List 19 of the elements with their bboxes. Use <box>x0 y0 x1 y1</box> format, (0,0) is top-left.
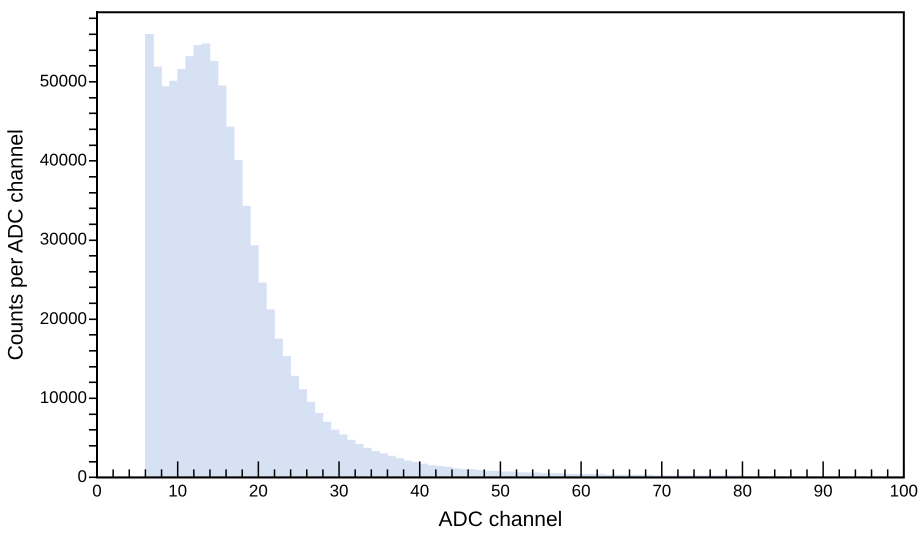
x-tick-label: 10 <box>168 481 188 500</box>
x-tick-label: 80 <box>732 481 752 500</box>
x-axis-title: ADC channel <box>438 508 562 532</box>
y-tick-label: 30000 <box>40 230 87 249</box>
y-axis-title: Counts per ADC channel <box>4 129 28 360</box>
x-tick-label: 100 <box>890 481 918 500</box>
x-tick-label: 30 <box>330 481 349 500</box>
x-tick-label: 60 <box>572 481 591 500</box>
x-tick-label: 90 <box>814 481 833 500</box>
x-tick-label: 0 <box>92 481 102 500</box>
y-tick-label: 50000 <box>40 72 87 91</box>
x-tick-label: 70 <box>652 481 672 500</box>
x-tick-label: 20 <box>248 481 268 500</box>
x-tick-label: 40 <box>410 481 430 500</box>
y-tick-label: 10000 <box>40 388 87 407</box>
x-tick-label: 50 <box>490 481 510 500</box>
y-tick-label: 20000 <box>40 308 87 328</box>
y-tick-label: 0 <box>78 467 87 486</box>
y-tick-label: 40000 <box>40 150 87 170</box>
